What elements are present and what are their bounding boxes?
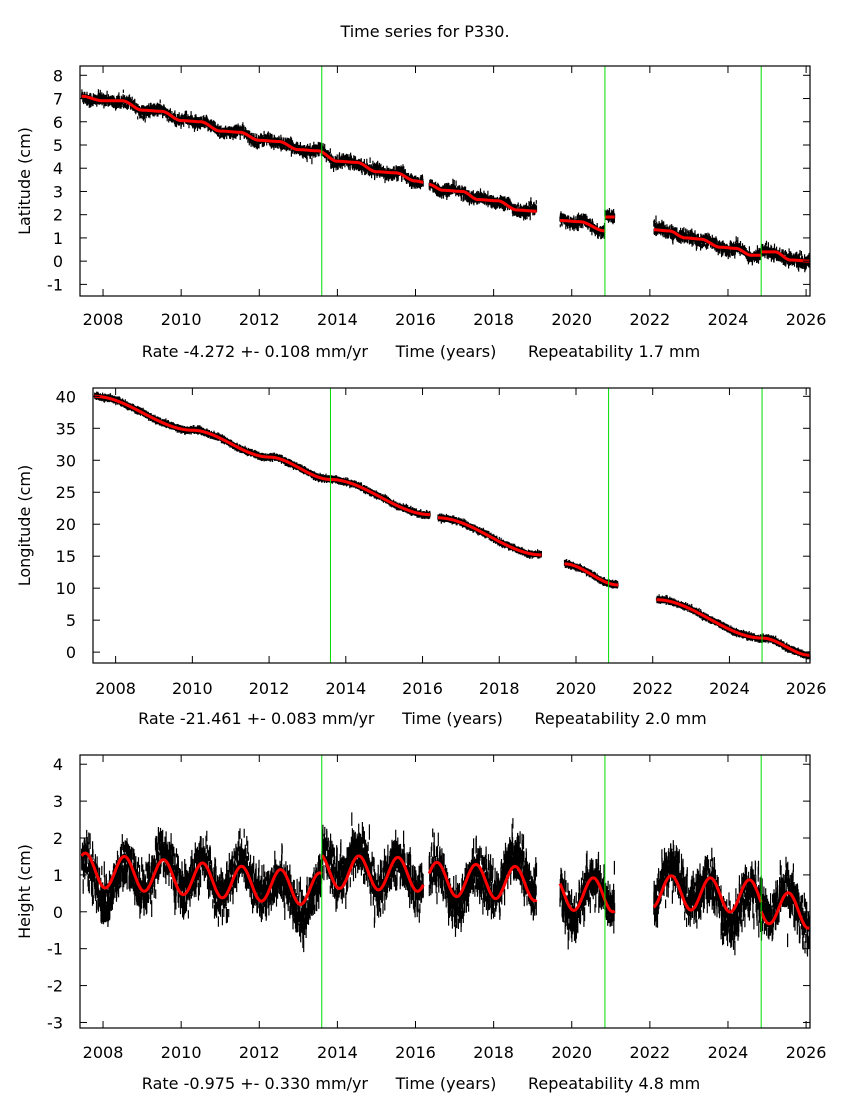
x-tick-label: 2024	[709, 679, 750, 698]
x-tick-label: 2024	[708, 1043, 749, 1062]
model-line-4	[652, 874, 763, 914]
model-line-3	[655, 598, 812, 657]
x-tick-label: 2020	[556, 679, 597, 698]
x-tick-label: 2016	[395, 1043, 436, 1062]
x-tick-label: 2012	[239, 1043, 280, 1062]
rate-text: Rate -21.461 +- 0.083 mm/yr	[138, 709, 375, 728]
data-segment-5	[760, 856, 811, 957]
y-tick-label: 4	[53, 159, 63, 178]
y-tick-label: 6	[53, 113, 63, 132]
repeatability-text: Repeatability 2.0 mm	[535, 709, 707, 728]
model-line-1	[436, 516, 543, 557]
y-tick-label: 8	[53, 66, 63, 85]
x-tick-label: 2024	[708, 310, 749, 329]
x-tick-label: 2010	[161, 310, 202, 329]
y-tick-label: 5	[53, 136, 63, 155]
y-tick-label: 0	[66, 643, 76, 662]
model-line-0	[80, 94, 425, 184]
y-tick-label: 5	[66, 611, 76, 630]
model-line-5	[760, 250, 812, 263]
y-tick-label: 0	[53, 903, 63, 922]
repeatability-text: Repeatability 1.7 mm	[528, 342, 700, 361]
rate-text: Rate -4.272 +- 0.108 mm/yr	[142, 342, 369, 361]
y-tick-label: 2	[53, 829, 63, 848]
model-line-0	[80, 851, 323, 906]
y-tick-label: 4	[53, 755, 63, 774]
data-segment-0	[81, 827, 323, 953]
data-segment-3	[559, 850, 616, 950]
y-tick-label: 35	[56, 419, 76, 438]
longitude-plot: 2008 2010 2012 2014 2016 2018 2020 2022 2024 2026…	[15, 387, 827, 728]
x-tick-label: 2020	[551, 1043, 592, 1062]
y-tick-label: 7	[53, 90, 63, 109]
y-tick-label: 30	[56, 451, 76, 470]
latitude-plot: 2008 2010 2012 2014 2016 2018 2020 2022 2024 2026…	[15, 65, 827, 361]
x-tick-label: 2010	[172, 679, 213, 698]
y-tick-label: 15	[56, 547, 76, 566]
y-tick-label: 1	[53, 866, 63, 885]
y-tick-label: 40	[56, 387, 76, 406]
data-segment-1	[321, 812, 424, 928]
y-tick-label: -3	[47, 1013, 63, 1032]
y-tick-label: -2	[47, 977, 63, 996]
model-line-2	[427, 860, 538, 903]
model-line-4	[652, 228, 763, 257]
plot-frame	[79, 65, 811, 297]
y-tick-label: 20	[56, 515, 76, 534]
y-tick-label: 25	[56, 483, 76, 502]
repeatability-text: Repeatability 4.8 mm	[528, 1074, 700, 1093]
x-tick-label: 2022	[632, 679, 673, 698]
data-segment-4	[653, 840, 762, 956]
model-line-2	[558, 219, 607, 233]
x-tick-label: 2026	[786, 310, 827, 329]
y-tick-label: 1	[53, 229, 63, 248]
x-tick-label: 2012	[239, 310, 280, 329]
x-axis-label: Time (years)	[401, 709, 503, 728]
y-tick-label: -1	[47, 275, 63, 294]
x-tick-label: 2016	[395, 310, 436, 329]
x-tick-label: 2026	[786, 679, 827, 698]
y-tick-label: 3	[53, 182, 63, 201]
plot-frame	[92, 387, 811, 664]
x-axis-label: Time (years)	[395, 1074, 497, 1093]
y-axis-label: Longitude (cm)	[15, 465, 34, 587]
model-line-3	[558, 876, 616, 914]
x-tick-label: 2020	[551, 310, 592, 329]
model-fit	[80, 851, 812, 930]
x-tick-label: 2008	[95, 679, 136, 698]
x-tick-label: 2008	[83, 310, 124, 329]
y-tick-label: 2	[53, 206, 63, 225]
model-line-2	[563, 562, 620, 587]
x-tick-label: 2018	[479, 679, 520, 698]
y-tick-label: 3	[53, 792, 63, 811]
page-title: Time series for P330.	[340, 22, 510, 41]
x-tick-label: 2010	[161, 1043, 202, 1062]
y-tick-label: -1	[47, 940, 63, 959]
y-axis-label: Height (cm)	[15, 844, 34, 939]
x-tick-label: 2016	[402, 679, 443, 698]
model-fit	[93, 394, 812, 657]
y-axis-label: Latitude (cm)	[15, 127, 34, 235]
x-tick-label: 2014	[325, 679, 366, 698]
x-tick-label: 2022	[630, 1043, 671, 1062]
model-line-1	[320, 854, 425, 893]
rate-text: Rate -0.975 +- 0.330 mm/yr	[142, 1074, 369, 1093]
model-line-5	[759, 891, 812, 930]
model-line-1	[428, 183, 538, 213]
model-fit	[80, 94, 812, 263]
x-tick-label: 2014	[317, 310, 358, 329]
x-tick-label: 2012	[249, 679, 290, 698]
x-tick-label: 2008	[83, 1043, 124, 1062]
y-tick-label: 0	[53, 252, 63, 271]
x-tick-label: 2026	[786, 1043, 827, 1062]
x-tick-label: 2022	[630, 310, 671, 329]
model-line-0	[93, 394, 432, 517]
x-tick-label: 2018	[473, 310, 514, 329]
plot-frame	[79, 754, 811, 1029]
x-tick-label: 2018	[473, 1043, 514, 1062]
y-tick-label: 10	[56, 579, 76, 598]
x-axis-label: Time (years)	[395, 342, 497, 361]
x-tick-label: 2014	[317, 1043, 358, 1062]
